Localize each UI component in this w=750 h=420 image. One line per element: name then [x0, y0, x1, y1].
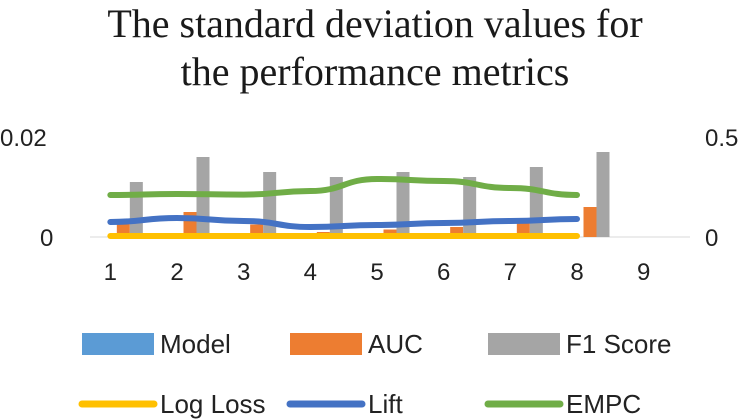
bar-auc-6 [450, 227, 464, 237]
x-tick-7: 7 [504, 259, 517, 286]
line-empc [107, 175, 580, 198]
chart-title-line-2: the performance metrics [180, 49, 570, 94]
left-axis-labels: 0.02 0 [0, 125, 53, 252]
x-tick-8: 8 [570, 259, 583, 286]
right-tick-top: 0.5 [705, 125, 738, 152]
bar-f1-score-7 [529, 167, 543, 237]
legend-swatch-f1-score [488, 333, 560, 355]
x-tick-2: 2 [170, 259, 183, 286]
left-tick-zero: 0 [40, 225, 53, 252]
bar-auc-8 [583, 207, 597, 237]
right-tick-zero: 0 [705, 225, 718, 252]
chart-title: The standard deviation values for the pe… [0, 0, 750, 96]
x-axis-tick-labels: 1 2 3 4 5 6 7 8 9 [104, 259, 651, 286]
legend-label-log-loss: Log Loss [160, 389, 266, 419]
bar-f1-score-1 [129, 182, 143, 237]
legend-label-f1-score: F1 Score [566, 329, 672, 359]
x-tick-3: 3 [237, 259, 250, 286]
line-lift [107, 214, 580, 231]
legend: Model AUC F1 Score Log Loss Lift EMPC [78, 329, 672, 419]
legend-swatch-auc [290, 333, 362, 355]
left-tick-top: 0.02 [0, 125, 47, 152]
chart-title-line-1: The standard deviation values for [107, 1, 643, 46]
x-tick-6: 6 [437, 259, 450, 286]
x-tick-4: 4 [304, 259, 317, 286]
x-tick-9: 9 [637, 259, 650, 286]
right-axis-labels: 0.5 0 [705, 125, 738, 252]
bar-f1-score-4 [329, 177, 343, 237]
x-tick-5: 5 [370, 259, 383, 286]
legend-label-lift: Lift [368, 389, 403, 419]
legend-label-model: Model [160, 329, 231, 359]
lines-layer [107, 175, 580, 240]
legend-label-empc: EMPC [566, 389, 641, 419]
bar-f1-score-8 [596, 152, 610, 237]
legend-swatch-model [82, 333, 154, 355]
bar-f1-score-3 [263, 172, 277, 237]
x-tick-1: 1 [104, 259, 117, 286]
bar-f1-score-5 [396, 172, 410, 237]
legend-label-auc: AUC [368, 329, 423, 359]
